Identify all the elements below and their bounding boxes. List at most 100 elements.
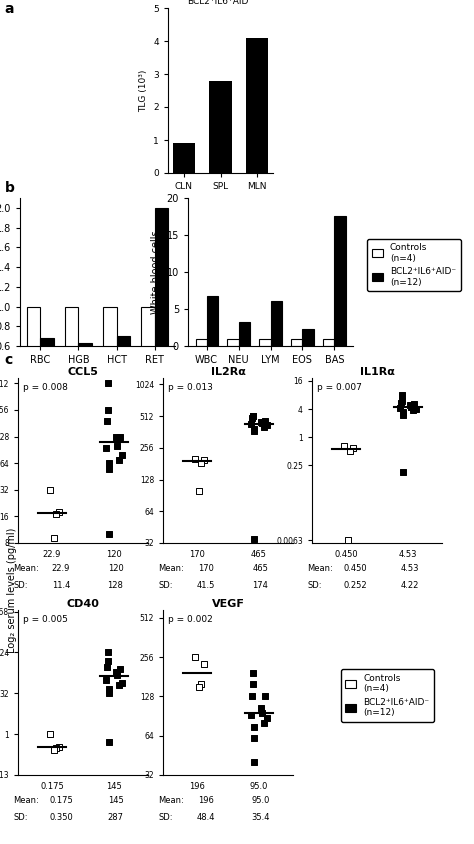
Point [116, 430, 124, 443]
Point [410, 398, 418, 411]
Point [113, 439, 121, 452]
Point [116, 662, 124, 675]
Point [105, 403, 112, 417]
Point [191, 452, 199, 466]
Y-axis label: TLG (10³): TLG (10³) [139, 69, 148, 111]
Text: p = 0.013: p = 0.013 [168, 383, 213, 392]
Text: 174: 174 [253, 581, 268, 590]
Point [46, 728, 54, 741]
Point [261, 690, 269, 703]
Point [250, 409, 257, 423]
Text: 22.9: 22.9 [43, 549, 61, 559]
Point [112, 665, 119, 679]
Legend: Controls
(n=4), BCL2⁺IL6⁺AID⁻
(n=12): Controls (n=4), BCL2⁺IL6⁺AID⁻ (n=12) [367, 239, 461, 291]
Bar [259, 338, 271, 346]
Text: 0.350: 0.350 [49, 813, 73, 822]
Bar [207, 295, 218, 346]
Point [106, 682, 113, 695]
Point [50, 744, 57, 757]
Point [197, 456, 205, 469]
Text: SD:: SD: [158, 813, 173, 822]
Bar [271, 300, 282, 346]
Point [250, 755, 258, 769]
Point [258, 416, 266, 430]
Point [112, 430, 119, 443]
Text: 0.450: 0.450 [343, 564, 367, 573]
Point [250, 533, 258, 546]
Text: 22.9: 22.9 [52, 564, 70, 573]
Point [247, 708, 255, 722]
Text: 4.53: 4.53 [399, 549, 417, 559]
Text: b: b [5, 181, 15, 194]
Point [113, 668, 121, 682]
Bar [141, 306, 155, 405]
Bar [117, 336, 130, 405]
Point [250, 409, 257, 423]
Text: 465: 465 [251, 549, 267, 559]
Bar [302, 329, 314, 346]
Point [251, 422, 258, 436]
Text: 145: 145 [106, 782, 122, 791]
Point [116, 453, 123, 467]
Text: p = 0.005: p = 0.005 [23, 615, 68, 624]
Point [105, 646, 112, 659]
Point [250, 425, 258, 438]
Text: 196: 196 [198, 796, 214, 805]
Point [399, 465, 407, 479]
Point [251, 720, 258, 733]
Text: 48.4: 48.4 [197, 813, 215, 822]
Point [103, 414, 110, 428]
Title: IL1Rα: IL1Rα [360, 367, 394, 377]
Text: Mean:: Mean: [13, 796, 39, 805]
Point [248, 411, 255, 425]
Text: 95.0: 95.0 [250, 782, 268, 791]
Point [344, 533, 351, 547]
Text: 11.4: 11.4 [52, 581, 70, 590]
Text: 4.53: 4.53 [400, 564, 419, 573]
Bar [65, 306, 79, 405]
Point [397, 396, 405, 409]
Point [105, 686, 113, 700]
Text: 145: 145 [108, 796, 123, 805]
Bar [246, 38, 268, 173]
Legend: Controls
(n=4), BCL2⁺IL6⁺AID⁻
(n=12): Controls (n=4), BCL2⁺IL6⁺AID⁻ (n=12) [341, 669, 434, 722]
Point [103, 660, 110, 674]
Point [400, 405, 407, 419]
Text: SD:: SD: [13, 813, 28, 822]
Point [349, 441, 357, 455]
Point [191, 651, 199, 664]
Point [257, 701, 264, 714]
Text: SD:: SD: [13, 581, 28, 590]
Text: 128: 128 [108, 581, 123, 590]
Point [250, 731, 258, 744]
Text: Log₂ serum levels (pg/ml): Log₂ serum levels (pg/ml) [7, 528, 17, 652]
Text: 0.175: 0.175 [40, 782, 64, 791]
Text: a: a [5, 2, 14, 16]
Text: 0.450: 0.450 [334, 549, 358, 559]
Text: Mean:: Mean: [307, 564, 333, 573]
Text: p = 0.002: p = 0.002 [168, 615, 213, 624]
Point [261, 420, 268, 434]
Point [116, 679, 123, 692]
Point [201, 657, 208, 671]
Text: SD:: SD: [307, 581, 322, 590]
Text: Mean:: Mean: [158, 796, 184, 805]
Point [346, 444, 354, 457]
Bar [103, 306, 117, 405]
Text: 120: 120 [108, 564, 123, 573]
Point [105, 736, 113, 749]
Point [406, 398, 413, 412]
Bar [334, 217, 346, 346]
Point [250, 677, 257, 690]
Title: IL2Rα: IL2Rα [210, 367, 246, 377]
Text: 287: 287 [108, 813, 124, 822]
Y-axis label: White blood cells: White blood cells [151, 230, 161, 314]
Text: p = 0.008: p = 0.008 [23, 383, 68, 392]
Point [412, 403, 419, 416]
Point [46, 483, 54, 496]
Text: SD:: SD: [158, 581, 173, 590]
Point [55, 505, 63, 518]
Bar [323, 338, 334, 346]
Bar [228, 338, 238, 346]
Point [118, 448, 125, 462]
